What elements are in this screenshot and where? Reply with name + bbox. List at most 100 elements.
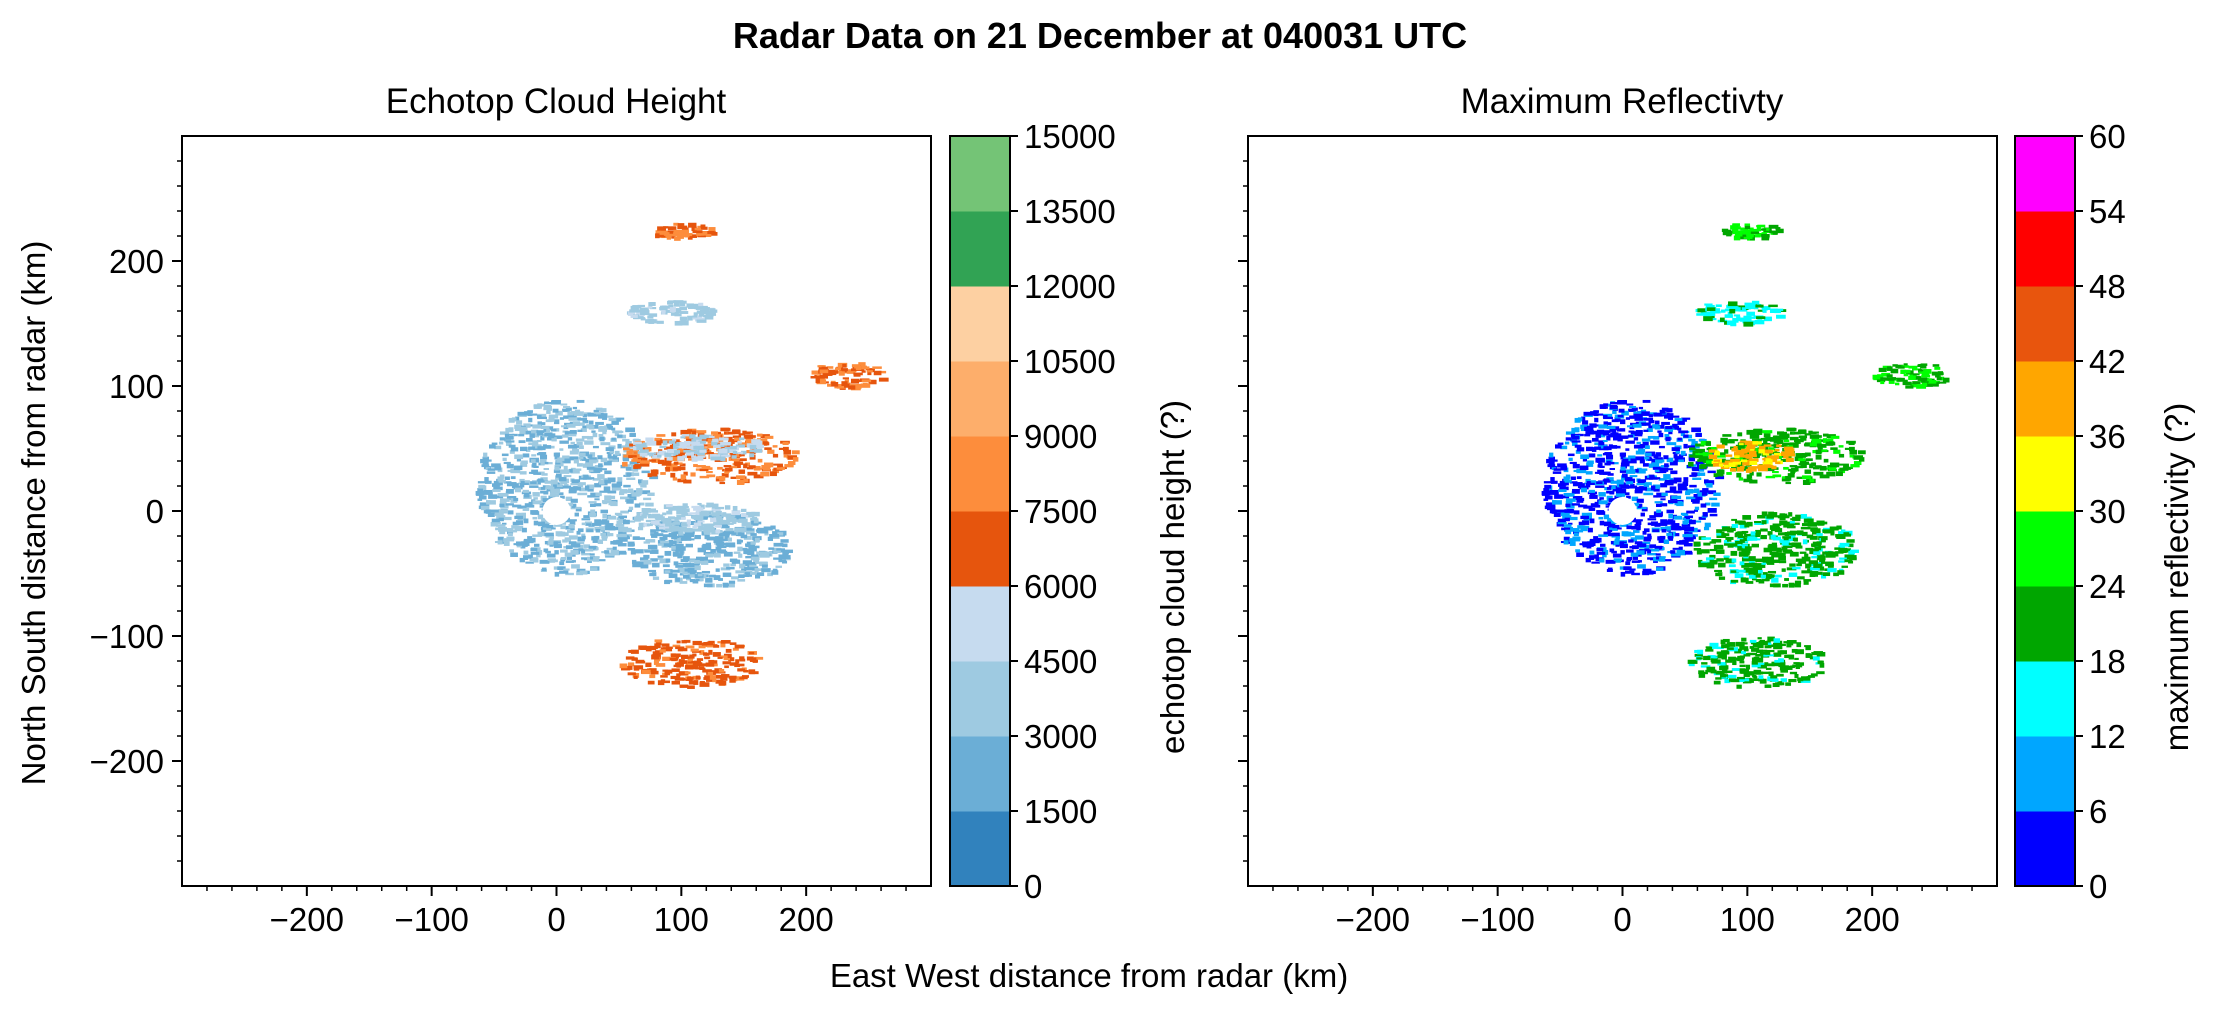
- echo-pixel: [555, 452, 561, 457]
- echo-pixel: [1813, 551, 1821, 556]
- echo-pixel: [1621, 473, 1628, 478]
- echo-pixel: [1848, 543, 1854, 548]
- echo-pixel: [679, 320, 689, 326]
- echo-pixel: [709, 675, 716, 680]
- echo-pixel: [1663, 455, 1669, 460]
- echo-pixel: [750, 554, 759, 557]
- echo-pixel: [1793, 431, 1799, 435]
- echo-pixel: [1818, 566, 1825, 571]
- echo-pixel: [645, 437, 654, 442]
- echo-pixel: [1743, 648, 1749, 652]
- echo-pixel: [588, 501, 597, 504]
- echo-pixel: [720, 642, 726, 648]
- echo-pixel: [1722, 434, 1732, 437]
- echo-pixel: [1552, 500, 1562, 505]
- echo-pixel: [1645, 570, 1654, 575]
- echo-pixel: [586, 529, 594, 533]
- echo-pixel: [701, 523, 710, 527]
- echo-pixel: [718, 675, 727, 679]
- echo-pixel: [687, 571, 696, 576]
- echo-pixel: [651, 513, 661, 517]
- echo-pixel: [1730, 458, 1740, 462]
- echo-pixel: [712, 678, 717, 683]
- echo-pixel: [698, 312, 705, 317]
- echo-pixel: [1781, 444, 1788, 448]
- echo-pixel: [1626, 425, 1633, 428]
- echo-pixel: [706, 526, 714, 532]
- echo-pixel: [1720, 674, 1726, 678]
- echo-pixel: [491, 442, 498, 445]
- echo-pixel: [675, 646, 685, 650]
- echo-pixel: [1590, 493, 1596, 498]
- echo-pixel: [629, 309, 639, 313]
- echo-pixel: [1807, 522, 1818, 527]
- echo-pixel: [1606, 480, 1615, 483]
- echo-pixel: [687, 685, 695, 689]
- echo-pixel: [671, 535, 680, 539]
- echo-pixel: [810, 375, 820, 379]
- echo-pixel: [756, 529, 766, 534]
- echo-pixel: [738, 471, 745, 474]
- echo-pixel: [630, 305, 639, 311]
- colorbar-tick-label: 12: [2089, 718, 2126, 755]
- echo-pixel: [1808, 560, 1819, 565]
- echo-pixel: [1597, 469, 1605, 474]
- echo-pixel: [1814, 465, 1822, 469]
- echo-pixel: [590, 492, 600, 498]
- echo-pixel: [1829, 526, 1839, 531]
- echo-pixel: [540, 495, 547, 500]
- colorbar-swatch: [950, 361, 1010, 437]
- echo-pixel: [1761, 511, 1768, 516]
- echo-pixel: [693, 436, 702, 440]
- echo-pixel: [674, 517, 679, 522]
- colorbar-swatch: [950, 136, 1010, 212]
- echo-pixel: [1726, 304, 1734, 309]
- echo-pixel: [477, 488, 484, 492]
- echo-pixel: [575, 541, 585, 545]
- echo-pixel: [549, 493, 560, 497]
- echo-pixel: [1715, 572, 1721, 577]
- colorbar-swatch: [950, 661, 1010, 737]
- echo-pixel: [762, 441, 769, 446]
- echo-pixel: [1637, 564, 1646, 569]
- echo-pixel: [1754, 319, 1765, 325]
- echo-pixel: [1817, 446, 1823, 450]
- echo-pixel: [588, 425, 595, 430]
- echo-pixel: [1886, 374, 1893, 379]
- echo-pixel: [1788, 572, 1798, 577]
- echo-pixel: [1760, 528, 1768, 532]
- echo-pixel: [1587, 512, 1592, 518]
- echo-pixel: [1569, 538, 1574, 543]
- echo-pixel: [478, 484, 486, 489]
- echo-pixel: [743, 431, 751, 435]
- echo-pixel: [1815, 454, 1822, 460]
- echo-pixel: [1719, 317, 1725, 322]
- echo-pixel: [1636, 483, 1646, 486]
- echo-pixel: [1623, 566, 1632, 570]
- echo-pixel: [1734, 226, 1741, 230]
- echo-pixel: [1610, 532, 1620, 537]
- echo-pixel: [1782, 442, 1792, 446]
- echo-pixel: [1548, 461, 1555, 466]
- echo-pixel: [702, 669, 712, 673]
- echo-pixel: [671, 463, 678, 468]
- echo-pixel: [1774, 452, 1784, 457]
- echo-pixel: [685, 577, 691, 581]
- echo-pixel: [1603, 416, 1613, 420]
- echo-pixel: [1813, 471, 1824, 476]
- echo-pixel: [1564, 509, 1575, 513]
- echo-pixel: [540, 523, 550, 527]
- echo-pixel: [1581, 520, 1590, 525]
- echo-pixel: [733, 551, 741, 554]
- echo-pixel: [1694, 455, 1703, 459]
- echo-pixel: [657, 514, 664, 517]
- echo-pixel: [1729, 306, 1739, 311]
- echo-pixel: [784, 464, 794, 468]
- echo-pixel: [1594, 501, 1600, 505]
- x-tick-label: 100: [654, 901, 709, 938]
- echo-pixel: [1703, 316, 1713, 322]
- echo-pixel: [838, 371, 845, 376]
- panel-echotop: Echotop Cloud Height −200 −100 0 100 200−200…: [90, 82, 1191, 938]
- echo-pixel: [1801, 531, 1808, 537]
- echo-pixel: [633, 665, 644, 670]
